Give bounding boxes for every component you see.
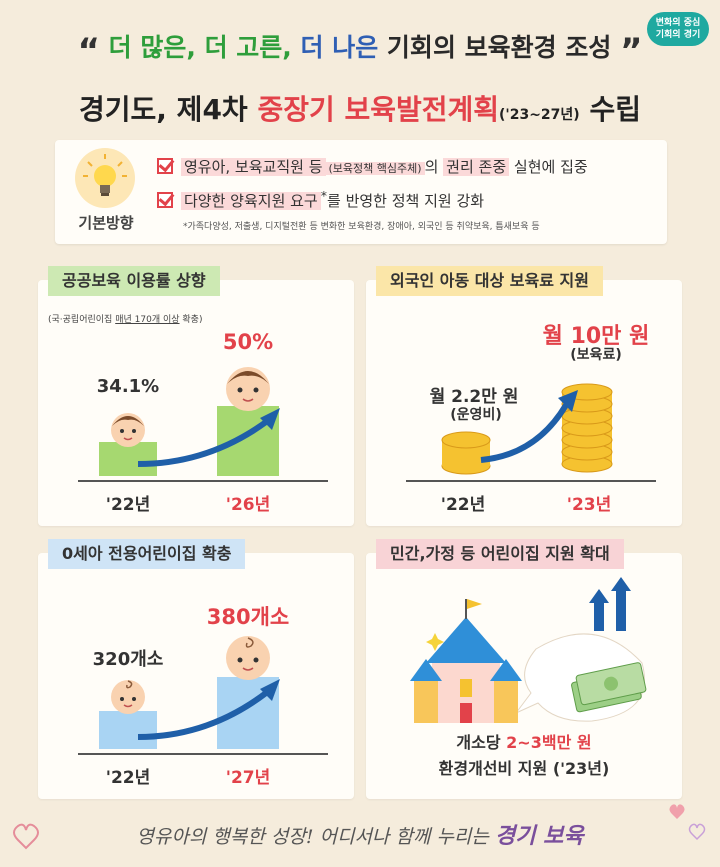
value-2022-note: (운영비) [450,407,502,423]
slogan-opportunity: 기회 [386,33,433,62]
bar-value-label: 380개소 [206,605,290,629]
item1-d: 권리 존중 [443,158,510,176]
baby-face-icon [111,680,145,714]
panel-foreign-children-fee: 외국인 아동 대상 보육료 지원 월 10만 원 (보육료) 월 2.2만 원 … [366,266,682,526]
baby-face-icon [226,636,270,680]
child-face-icon [111,413,145,447]
title-period: ('23~27년) [499,107,580,123]
title-plan: 중장기 보육발전계획 [257,93,500,126]
x-axis [78,480,328,482]
slogan-even: 더 고른, [204,33,292,62]
panel4-caption-line1: 개소당 2~3백만 원 [456,733,592,752]
panel3-title: 0세아 전용어린이집 확충 [48,539,246,569]
bar-value-label: 50% [222,330,274,354]
bar-2022 [99,442,157,476]
growth-arrow-icon [137,679,280,740]
growth-arrow-icon [137,408,280,467]
badge-line1: 변화의 중심 [655,18,701,28]
lightbulb-icon [75,148,135,208]
daycare-building-icon [410,577,647,723]
x-tick-label: '23년 [566,495,612,515]
footer-slogan: 영유아의 행복한 성장! 어디서나 함께 누리는 경기 보육 [0,818,720,850]
panel1-sub-highlight: 매년 170개 이상 [115,315,180,325]
title-part3: 수립 [589,93,641,126]
main-title: 경기도, 제4차 중장기 보육발전계획('23~27년) 수립 [0,88,720,128]
growth-arrow-line [137,419,268,467]
checkbox-icon [157,192,173,208]
x-tick-label: '22년 [105,495,151,515]
slogan-headline: “ 더 많은, 더 고른, 더 나은 기회의 보육환경 조성 ” [0,28,720,71]
item2-star: * [320,188,327,203]
quote-open: “ [77,31,100,71]
x-axis [78,753,328,755]
item1-b: (보육정책 핵심주체) [325,162,425,175]
x-tick-label: '27년 [225,768,271,788]
item1-a: 영유아, 보육교직원 등 [181,158,326,176]
item2-a: 다양한 양육지원 요구 [181,192,321,210]
direction-item-2: 다양한 양육지원 요구 *를 반영한 정책 지원 강화 [157,188,484,211]
value-2023-note: (보육료) [570,347,622,363]
coin-stack-icon [441,383,613,475]
support-amount: 2~3백만 원 [506,733,592,752]
footer-brand: 경기 보육 [494,823,584,849]
basic-direction-box: 기본방향 영유아, 보육교직원 등 (보육정책 핵심주체) 의 권리 존중 실현에 … [55,140,667,244]
x-tick-label: '26년 [225,495,271,515]
growth-arrow-head [260,408,280,430]
growth-arrow-line [137,690,268,740]
growth-arrow-head [260,679,280,701]
item2-b: 를 반영한 정책 지원 강화 [327,192,485,210]
child-face-icon [226,367,270,411]
panel-public-care-rate: 공공보육 이용률 상향 (국·공립어린이집 매년 170개 이상 확충) 34.… [38,266,354,526]
slogan-more: 더 많은, [108,33,196,62]
panel1-title: 공공보육 이용률 상향 [48,266,220,296]
panel4-caption-line2: 환경개선비 지원 ('23년) [438,759,610,778]
value-2022: 월 2.2만 원 [429,387,519,407]
slogan-rest: 의 보육환경 조성 [432,33,612,62]
badge-line2: 기회의 경기 [655,30,701,40]
panel-infant-daycare: 0세아 전용어린이집 확충 320개소 380개소 '22년 '27년 [38,539,354,799]
checkbox-icon [157,158,173,174]
x-tick-label: '22년 [440,495,486,515]
slogan-better: 더 나은 [300,33,379,62]
panel1-subtitle: (국·공립어린이집 매년 170개 이상 확충) [48,315,203,325]
direction-label: 기본방향 [78,214,134,232]
x-axis [406,480,656,482]
footer-text: 영유아의 행복한 성장! 어디서나 함께 누리는 [136,826,489,848]
heart-decoration-icon [13,804,706,850]
value-2023: 월 10만 원 [542,324,650,349]
title-part1: 경기도, 제4차 [79,93,248,126]
bar-2022 [99,711,157,749]
panel4-title: 민간,가정 등 어린이집 지원 확대 [376,539,624,569]
item1-e: 실현에 집중 [513,158,588,176]
direction-item-1: 영유아, 보육교직원 등 (보육정책 핵심주체) 의 권리 존중 실현에 집중 [157,156,588,177]
item1-c: 의 [424,158,439,176]
panel-private-daycare-support: 민간,가정 등 어린이집 지원 확대 개소당 2~3백만 원 [366,539,682,799]
panel2-title: 외국인 아동 대상 보육료 지원 [376,266,603,296]
direction-footnote: *가족다양성, 저출생, 디지털전환 등 변화한 보육환경, 장애아, 외국인 … [183,222,540,232]
quote-close: ” [620,31,643,71]
x-tick-label: '22년 [105,768,151,788]
bar-value-label: 320개소 [92,649,164,670]
gyeonggi-logo-badge: 변화의 중심 기회의 경기 [647,12,709,46]
bar-value-label: 34.1% [96,376,160,397]
